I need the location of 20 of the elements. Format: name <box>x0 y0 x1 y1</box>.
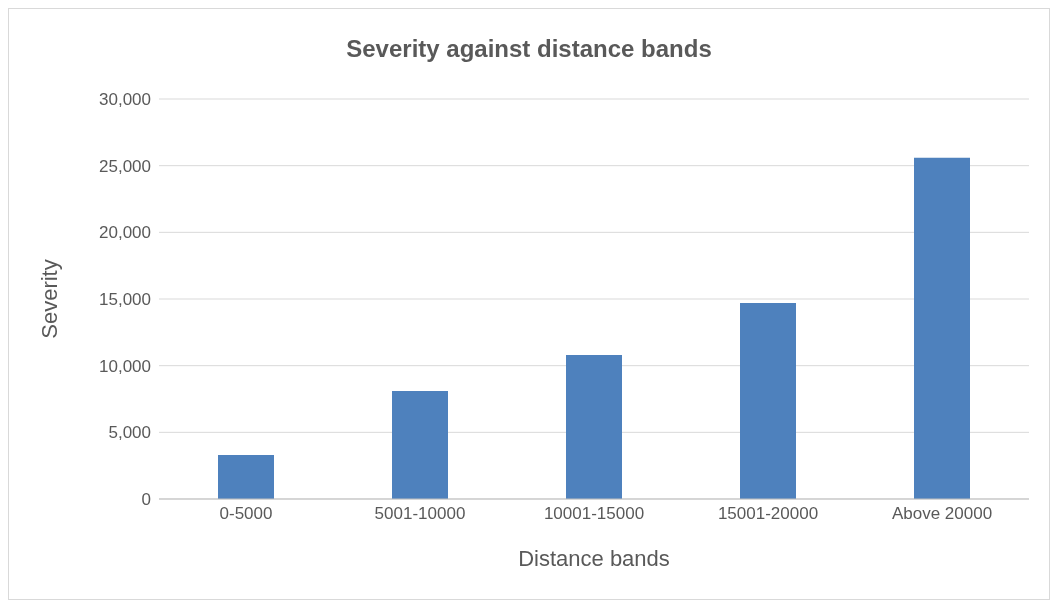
x-tick-label: 0-5000 <box>219 504 273 524</box>
x-tick-label: 15001-20000 <box>717 504 819 524</box>
bar <box>218 455 274 499</box>
bar <box>392 391 448 499</box>
x-axis-title: Distance bands <box>518 546 670 571</box>
x-tick-label: 5001-10000 <box>374 504 466 524</box>
y-tick-label: 20,000 <box>99 223 151 243</box>
x-tick-label: Above 20000 <box>891 504 993 524</box>
y-tick-label: 10,000 <box>99 356 151 376</box>
y-axis-title: Severity <box>36 259 62 339</box>
y-tick-label: 0 <box>141 490 151 510</box>
y-tick-label: 25,000 <box>99 156 151 176</box>
bar <box>740 303 796 499</box>
bar <box>914 157 970 499</box>
y-tick-label: 30,000 <box>99 90 151 110</box>
chart-title: Severity against distance bands <box>345 35 713 63</box>
y-tick-label: 15,000 <box>99 290 151 310</box>
bar <box>566 355 622 499</box>
x-tick-label: 10001-15000 <box>543 504 645 524</box>
y-tick-label: 5,000 <box>108 423 151 443</box>
